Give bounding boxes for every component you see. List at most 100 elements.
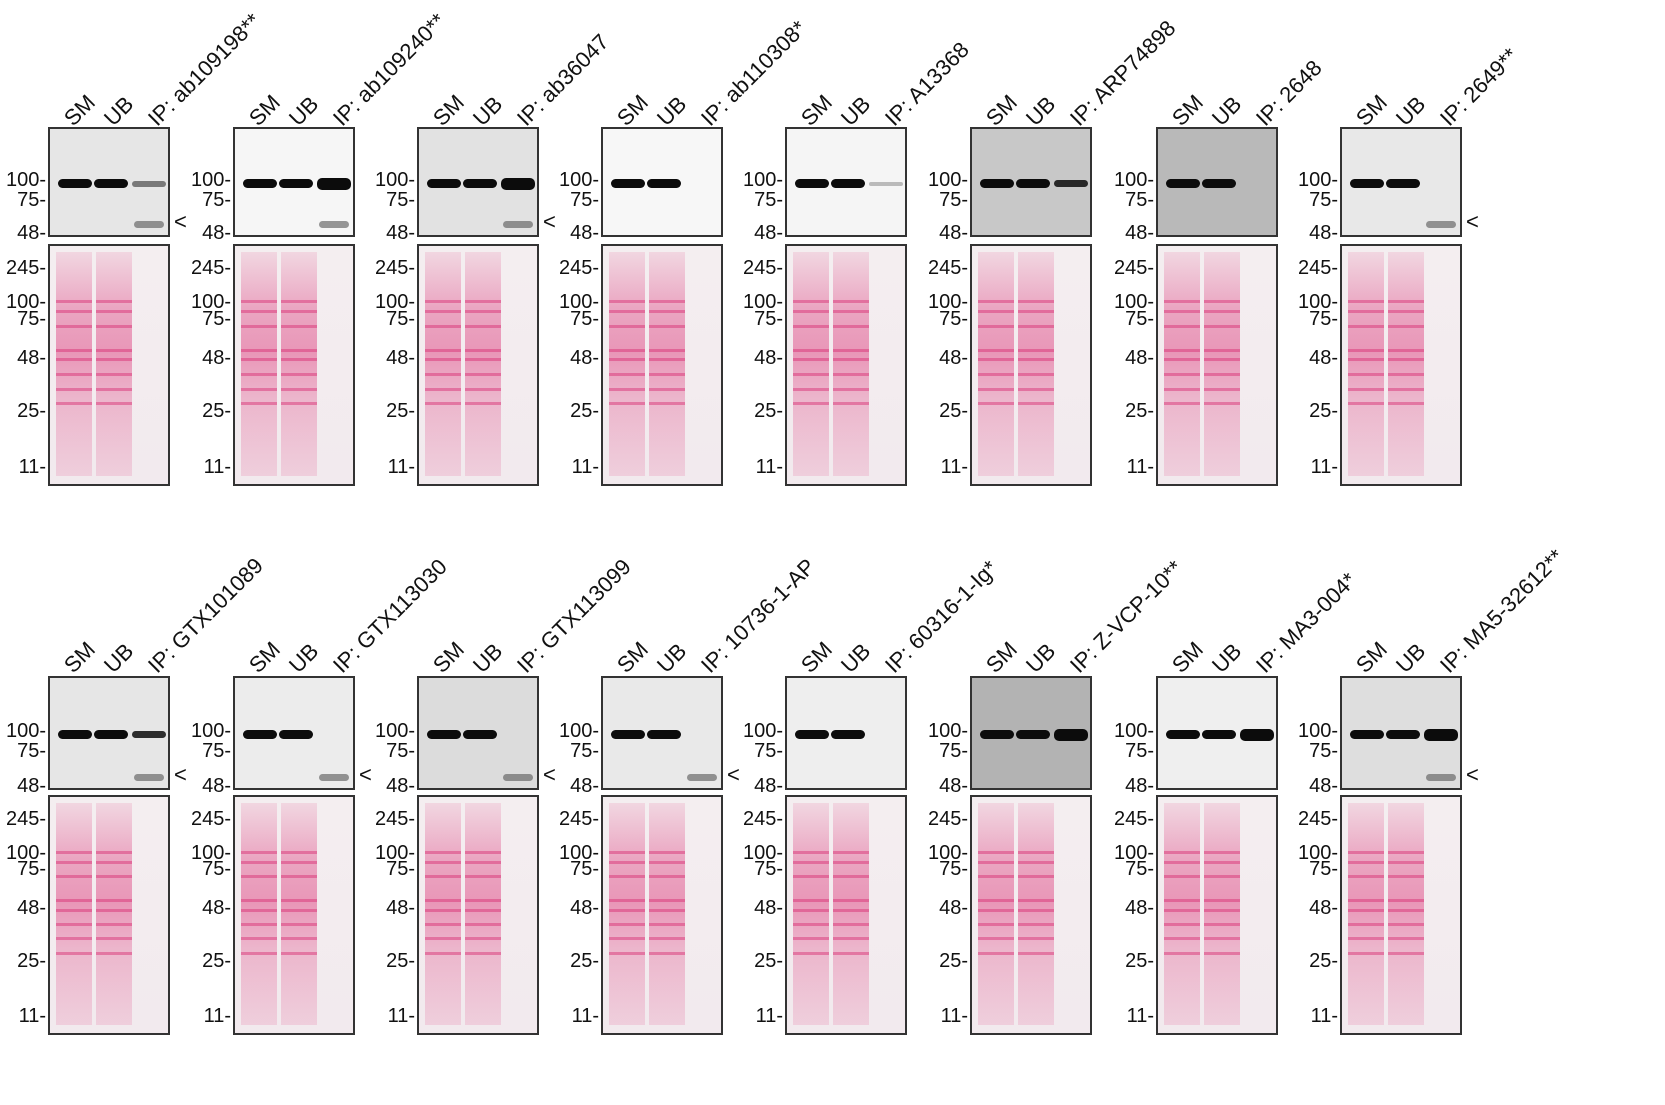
mw-marker: 11- [940,456,968,478]
ponceau-lane [465,252,501,476]
ponceau-stain [48,795,170,1035]
lane-label-sm: SM [1167,89,1209,131]
protein-band [831,179,865,188]
mw-marker: 75- [570,189,599,211]
mw-marker: 245- [374,257,415,279]
ponceau-lane [833,252,869,476]
mw-marker: 75- [1125,740,1154,762]
mw-marker: 48- [1125,222,1154,244]
lane-label-ub: UB [1207,91,1247,131]
lane-label-sm: SM [981,636,1023,678]
mw-marker: 11- [1126,1005,1154,1027]
ponceau-lane [1348,803,1384,1025]
mw-marker: 75- [1309,308,1338,330]
protein-band [463,730,497,739]
lane-label-ub: UB [1391,638,1431,678]
mw-marker: 245- [5,808,46,830]
mw-marker: 100- [558,842,599,864]
lane-label-ub: UB [652,638,692,678]
ponceau-stain [417,795,539,1035]
lane-label-sm: SM [612,636,654,678]
protein-band [795,179,829,188]
ip-arrow-marker: < [543,209,556,234]
mw-marker: 11- [755,1005,783,1027]
heavy-chain-band [319,774,349,781]
ip-arrow-marker: < [1466,762,1479,787]
mw-marker: 100- [374,169,415,191]
ip-band [1054,729,1088,741]
mw-marker: 48- [570,775,599,797]
mw-marker: 75- [939,189,968,211]
mw-marker: 25- [570,950,599,972]
mw-marker: 75- [1125,858,1154,880]
mw-marker: 75- [202,858,231,880]
protein-band [647,179,681,188]
mw-marker: 48- [386,222,415,244]
mw-marker: 245- [742,808,783,830]
protein-band [1386,179,1420,188]
mw-marker: 100- [927,720,968,742]
mw-marker: 75- [570,740,599,762]
mw-marker: 48- [202,222,231,244]
mw-marker: 48- [570,347,599,369]
heavy-chain-band [319,221,349,228]
ip-arrow-marker: < [174,209,187,234]
mw-marker: 48- [386,897,415,919]
ip-band [132,181,166,187]
heavy-chain-band [134,221,164,228]
lane-label-sm: SM [796,89,838,131]
lane-label-ip: IP: ab110308* [696,15,812,131]
mw-marker: 100- [5,720,46,742]
lane-label-ub: UB [1021,91,1061,131]
ip-band [501,178,535,190]
mw-marker: 75- [754,308,783,330]
lane-label-sm: SM [428,89,470,131]
ponceau-lane [281,803,317,1025]
mw-marker: 48- [386,347,415,369]
lane-label-ip: IP: A13368 [880,36,974,131]
immunoblot [48,127,170,237]
mw-marker: 245- [1297,808,1338,830]
lane-label-sm: SM [796,636,838,678]
ponceau-lane [609,252,645,476]
ip-band [132,731,166,738]
ponceau-lane [241,252,277,476]
mw-marker: 75- [570,858,599,880]
lane-label-ub: UB [1391,91,1431,131]
protein-band [279,730,313,739]
mw-marker: 11- [940,1005,968,1027]
mw-marker: 25- [386,950,415,972]
ip-arrow-marker: < [543,762,556,787]
mw-marker: 75- [939,858,968,880]
ip-band [1240,729,1274,741]
ponceau-stain [233,244,355,486]
mw-marker: 25- [386,400,415,422]
mw-marker: 100- [1113,720,1154,742]
mw-marker: 48- [1309,222,1338,244]
ponceau-stain [417,244,539,486]
mw-marker: 100- [190,720,231,742]
lane-label-sm: SM [428,636,470,678]
mw-marker: 11- [203,456,231,478]
mw-marker: 11- [18,1005,46,1027]
heavy-chain-band [1426,221,1456,228]
mw-marker: 75- [1309,740,1338,762]
ponceau-lane [793,803,829,1025]
mw-marker: 100- [5,169,46,191]
mw-marker: 48- [939,897,968,919]
immunoblot [1156,127,1278,237]
ponceau-stain [233,795,355,1035]
mw-marker: 75- [386,308,415,330]
mw-marker: 25- [1309,950,1338,972]
ponceau-lane [1164,252,1200,476]
protein-band [427,730,461,739]
mw-marker: 48- [1309,897,1338,919]
ponceau-lane [1018,803,1054,1025]
ponceau-stain [48,244,170,486]
protein-band [1166,730,1200,739]
mw-marker: 100- [5,842,46,864]
mw-marker: 48- [17,222,46,244]
ponceau-lane [1348,252,1384,476]
protein-band [243,730,277,739]
lane-label-ub: UB [1207,638,1247,678]
